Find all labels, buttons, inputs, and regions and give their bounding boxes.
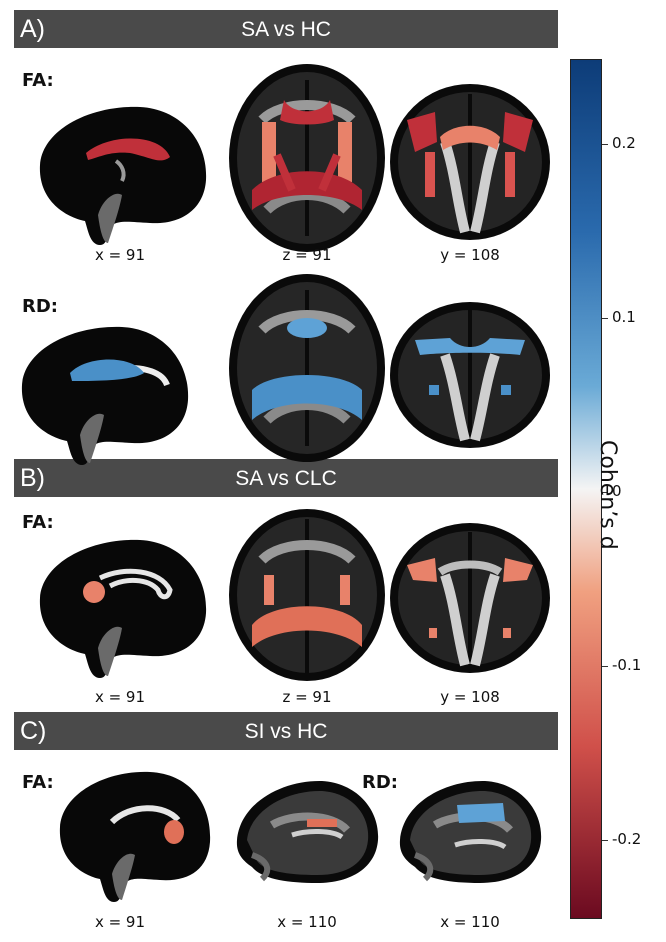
axial-brain-panel — [229, 509, 385, 681]
sagittal-brain-panel — [399, 780, 542, 883]
colorbar-tick-label: 0.2 — [612, 134, 636, 152]
slice-coordinate-label: y = 108 — [440, 688, 500, 706]
coronal-brain-panel — [390, 302, 550, 448]
sagittal-brain-panel — [39, 539, 207, 678]
slice-coordinate-label: x = 91 — [94, 913, 146, 931]
section-a-banner: A) SA vs HC — [14, 10, 558, 48]
section-c-letter: C) — [20, 717, 47, 745]
metric-label-rd: RD: — [22, 296, 58, 317]
sagittal-brain-panel — [39, 106, 207, 245]
metric-label-rd: RD: — [362, 772, 398, 793]
colorbar-tick-mark — [602, 492, 608, 493]
colorbar-tick-label: 0.1 — [612, 308, 636, 326]
sagittal-brain-panel — [236, 780, 379, 883]
section-b-banner: B) SA vs CLC — [14, 459, 558, 497]
coronal-brain-panel — [390, 523, 550, 673]
colorbar-tick-label: -0.2 — [612, 830, 642, 848]
slice-coordinate-label: z = 91 — [282, 688, 332, 706]
section-c-banner: C) SI vs HC — [14, 712, 558, 750]
section-a-letter: A) — [20, 15, 45, 43]
sagittal-brain-panel — [59, 771, 211, 902]
colorbar-tick-mark — [602, 840, 608, 841]
section-b-title: SA vs CLC — [235, 467, 337, 490]
metric-label-fa: FA: — [22, 772, 54, 793]
section-b-letter: B) — [20, 464, 45, 492]
axial-brain-panel — [229, 64, 385, 252]
colorbar-title: Cohen’s d — [595, 440, 620, 550]
coronal-brain-panel — [390, 84, 550, 240]
sagittal-brain-panel — [21, 326, 189, 465]
colorbar — [570, 59, 602, 919]
slice-coordinate-label: y = 108 — [440, 246, 500, 264]
colorbar-tick-mark — [602, 666, 608, 667]
slice-coordinate-label: x = 91 — [94, 246, 146, 264]
colorbar-tick-label: -0.1 — [612, 656, 642, 674]
section-c-title: SI vs HC — [244, 720, 328, 743]
colorbar-tick-mark — [602, 318, 608, 319]
slice-coordinate-label: x = 110 — [440, 913, 500, 931]
slice-coordinate-label: x = 110 — [277, 913, 337, 931]
section-a-title: SA vs HC — [241, 18, 331, 41]
metric-label-fa: FA: — [22, 512, 54, 533]
slice-coordinate-label: x = 91 — [94, 688, 146, 706]
slice-coordinate-label: z = 91 — [282, 246, 332, 264]
axial-brain-panel — [229, 274, 385, 462]
colorbar-tick-label: 0 — [612, 482, 622, 500]
metric-label-fa: FA: — [22, 70, 54, 91]
colorbar-tick-mark — [602, 144, 608, 145]
